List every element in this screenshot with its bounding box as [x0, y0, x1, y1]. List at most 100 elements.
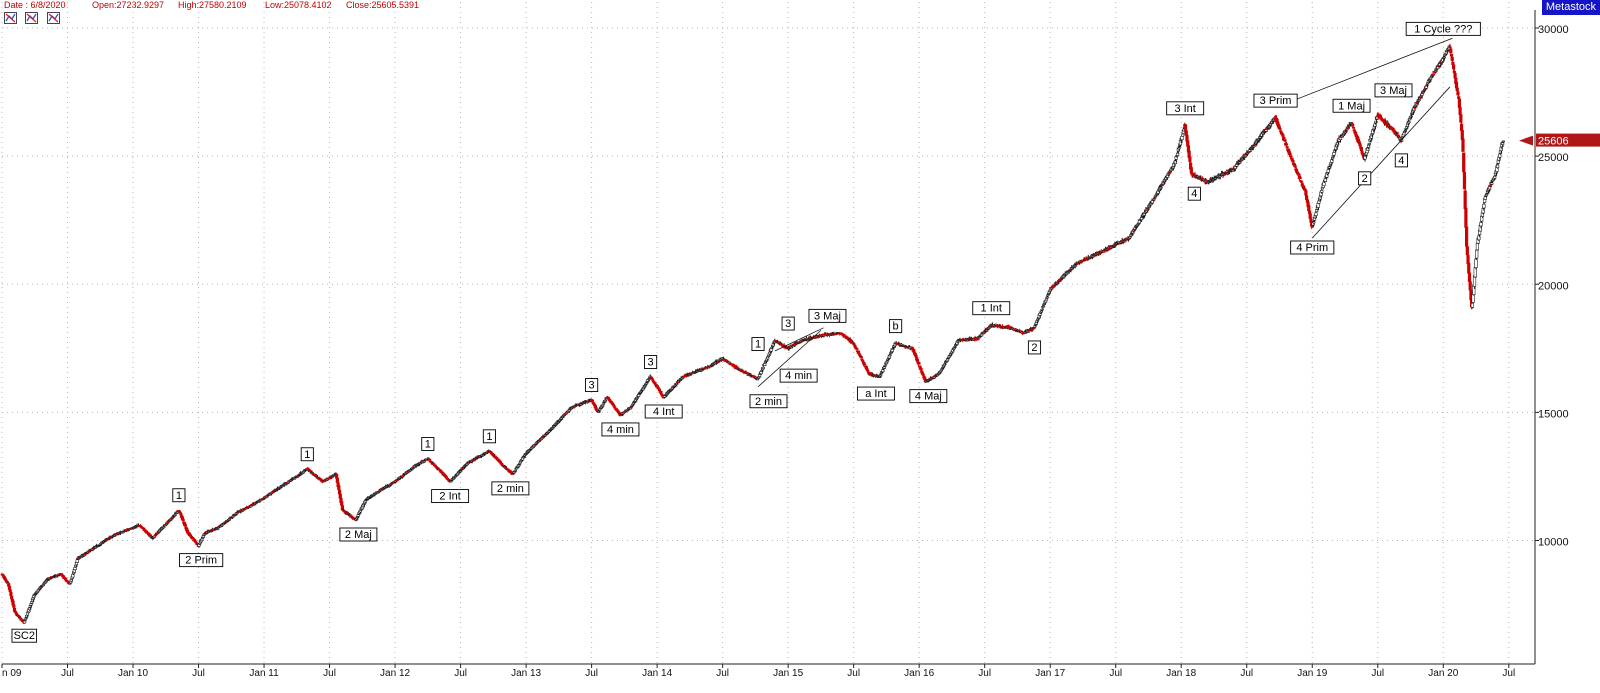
candle-body: [177, 510, 182, 513]
wave-label-box: [1358, 171, 1372, 186]
candle-body: [61, 575, 66, 577]
wave-label-text: 3: [785, 318, 791, 330]
x-tick-label: Jan 17: [1035, 668, 1065, 679]
candle-body: [1118, 242, 1122, 245]
candle-body: [1245, 152, 1250, 155]
chart-tool-icon[interactable]: [46, 12, 60, 24]
candle-body: [355, 517, 359, 520]
candle-body: [1322, 181, 1326, 187]
wave-label: 1: [300, 447, 314, 462]
wave-label: 3: [585, 378, 599, 393]
candle-body: [857, 352, 861, 355]
candle-body: [1304, 190, 1308, 196]
candle-body: [1366, 144, 1371, 148]
candle-body: [227, 519, 231, 521]
candle-body: [914, 354, 918, 358]
candle-body: [286, 481, 290, 484]
candle-body: [33, 594, 37, 597]
wave-label: 4 min: [601, 422, 640, 437]
candle-body: [1274, 116, 1278, 119]
trendline: [757, 330, 822, 388]
wave-label-text: 2: [1031, 342, 1037, 354]
candle-body: [608, 399, 612, 402]
candle-body: [866, 371, 871, 374]
candle-body: [600, 404, 605, 407]
candle-body: [637, 393, 641, 396]
candle-body: [855, 348, 859, 350]
wave-label: 1 Cycle ???: [1405, 21, 1481, 36]
candle-body: [761, 366, 765, 369]
candle-body: [1183, 124, 1188, 130]
candle-body: [1461, 138, 1465, 152]
x-tick-label: Jul: [585, 668, 598, 679]
x-tick-label: Jul: [1109, 668, 1122, 679]
candle-body: [842, 334, 846, 336]
wave-label: 3 Maj: [1374, 83, 1413, 98]
candle-body: [1409, 115, 1413, 118]
wave-label: 1 Maj: [1332, 98, 1371, 113]
candle-body: [1396, 134, 1400, 137]
candle-body: [879, 374, 883, 377]
candle-body: [358, 510, 363, 513]
candle-body: [1462, 152, 1466, 173]
candle-body: [1279, 130, 1283, 133]
candle-body: [853, 344, 857, 347]
candle-body: [432, 463, 436, 466]
candle-body: [449, 480, 453, 483]
candle-body: [75, 559, 79, 563]
candle-body: [1420, 93, 1424, 96]
candle-body: [882, 366, 886, 369]
wave-label-text: 4: [1191, 188, 1197, 200]
candle-body: [1248, 149, 1252, 152]
candle-body: [1490, 182, 1494, 185]
candle-body: [982, 331, 987, 334]
candle-body: [1288, 152, 1292, 156]
candle-body: [881, 369, 885, 373]
chart-tool-icon[interactable]: [25, 12, 39, 24]
candle-body: [1358, 143, 1362, 147]
candle-body: [1176, 152, 1180, 156]
x-tick-label: Jan 11: [249, 668, 279, 679]
wave-label: 3 Prim: [1253, 93, 1298, 108]
candle-body: [1045, 296, 1049, 299]
wave-label-text: 1 Int: [981, 303, 1002, 315]
wave-label-box: [808, 308, 847, 323]
candle-body: [1181, 133, 1185, 137]
wave-label-text: 1: [755, 339, 761, 351]
wave-label-text: 1 Maj: [1338, 100, 1365, 112]
last-price-badge: [1536, 133, 1600, 147]
candle-body: [1298, 176, 1302, 179]
wave-label-text: 2 Prim: [185, 555, 217, 567]
candle-body: [1330, 157, 1335, 160]
candle-body: [1066, 272, 1070, 274]
candle-body: [1452, 70, 1456, 74]
wave-label-box: [1253, 93, 1298, 108]
candle-body: [789, 346, 793, 349]
wave-label: 2: [1027, 340, 1042, 355]
candle-body: [167, 520, 171, 523]
candle-body: [1450, 56, 1454, 61]
candle-body: [547, 430, 551, 433]
candle-body: [1479, 222, 1483, 227]
candle-body: [1424, 85, 1428, 89]
candle-body: [1152, 199, 1156, 201]
candle-body: [1162, 181, 1166, 184]
x-tick-label: Jul: [1240, 668, 1253, 679]
candle-body: [1336, 142, 1340, 146]
candle-body: [612, 405, 616, 407]
brand-label: Metastock: [1541, 0, 1600, 15]
candle-body: [39, 586, 43, 589]
wave-label: b: [889, 319, 903, 334]
x-tick-label: Jul: [192, 668, 205, 679]
candle-body: [601, 403, 605, 406]
candle-body: [394, 480, 398, 483]
candle-body: [1307, 205, 1311, 211]
candle-body: [1326, 169, 1330, 173]
candle-body: [657, 388, 662, 392]
wave-label: 1: [751, 337, 765, 352]
candle-body: [522, 456, 526, 459]
candle-body: [1231, 169, 1235, 172]
chart-tool-icon[interactable]: [4, 12, 17, 24]
wave-label-box: [431, 489, 470, 504]
